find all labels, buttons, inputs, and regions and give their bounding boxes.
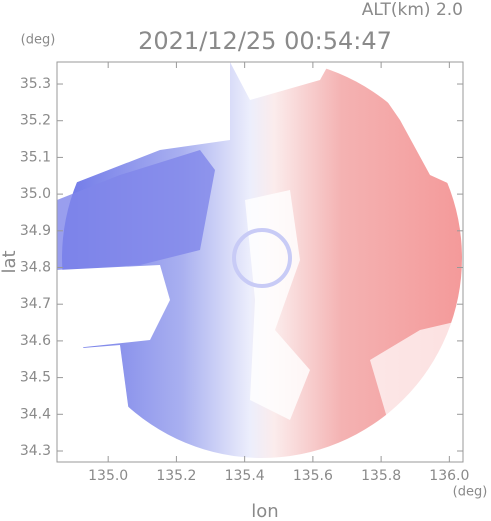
x-axis-label: lon — [251, 501, 278, 521]
y-tick-label: 35.2 — [20, 113, 51, 129]
y-axis-label: lat — [0, 250, 20, 273]
y-tick-label: 35.1 — [20, 149, 51, 165]
y-tick-label: 34.7 — [20, 296, 51, 312]
plot-frame — [56, 61, 464, 463]
y-tick-label: 35.3 — [20, 76, 51, 92]
y-unit: (deg) — [21, 33, 56, 48]
x-unit: (deg) — [453, 485, 488, 500]
x-tick-label: 135.8 — [361, 468, 401, 484]
x-tick-label: 135.0 — [88, 468, 128, 484]
x-tick-label: 136.0 — [429, 468, 469, 484]
y-tick-label: 34.6 — [20, 333, 51, 349]
y-tick-label: 34.8 — [20, 260, 51, 276]
velocity-field — [57, 62, 463, 462]
y-tick-label: 34.9 — [20, 223, 51, 239]
x-tick-label: 135.4 — [225, 468, 265, 484]
chart-title: 2021/12/25 00:54:47 — [138, 27, 392, 55]
y-tick-label: 34.4 — [20, 406, 51, 422]
x-tick-label: 135.6 — [293, 468, 333, 484]
y-tick-label: 34.5 — [20, 370, 51, 386]
y-tick-label: 34.3 — [20, 443, 51, 459]
y-tick-label: 35.0 — [20, 186, 51, 202]
x-tick-label: 135.2 — [156, 468, 196, 484]
subtitle: ALT(km) 2.0 — [362, 0, 463, 20]
